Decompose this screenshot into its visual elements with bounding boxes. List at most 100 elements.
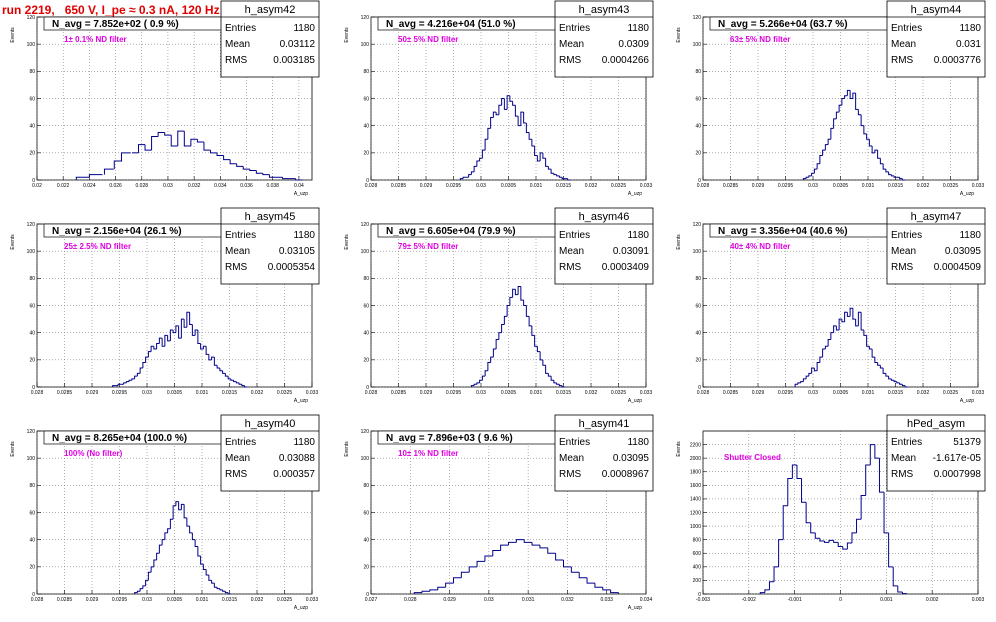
stats-entries: 1180: [959, 23, 981, 34]
y-tick-label: 60: [695, 303, 701, 309]
y-axis-label: Events: [676, 441, 682, 457]
histogram-bin: [262, 173, 270, 176]
histogram-bin: [120, 152, 131, 161]
histogram-bin: [211, 356, 215, 360]
stats-key: Entries: [225, 23, 256, 34]
histogram-bin: [558, 384, 563, 387]
histogram-bin: [506, 95, 510, 110]
x-tick-label: 0.0325: [943, 390, 959, 396]
histogram-bin: [852, 92, 856, 99]
y-tick-label: 40: [363, 123, 369, 129]
stats-key: Mean: [891, 39, 916, 50]
x-tick-label: 0.034: [640, 597, 653, 603]
histogram-bin: [594, 583, 603, 588]
histogram-bin: [602, 587, 611, 591]
histogram-bin: [136, 590, 141, 593]
histogram-bin: [835, 111, 840, 119]
x-tick-label: 0.032: [251, 597, 264, 603]
filter-note: 1± 0.1% ND filter: [64, 35, 127, 44]
histogram-bin: [528, 132, 532, 140]
x-tick-label: 0.0315: [556, 183, 572, 189]
x-tick-label: 0.028: [365, 183, 378, 189]
histogram-bin: [550, 169, 554, 174]
histogram-bin: [578, 572, 588, 579]
histogram-bin: [476, 560, 485, 567]
histogram-bin: [856, 518, 862, 533]
histogram-bin: [167, 528, 171, 533]
histogram-bin: [481, 149, 486, 159]
histogram-bin: [811, 172, 815, 176]
stats-mean: 0.03095: [945, 246, 982, 257]
x-tick-label: 0.028: [31, 390, 44, 396]
y-tick-label: 100: [361, 42, 370, 48]
histogram-bin: [879, 158, 884, 165]
histogram-bin: [147, 351, 152, 358]
histogram-bin: [216, 365, 220, 369]
x-tick-label: 0.026: [109, 183, 122, 189]
x-tick-label: 0.028: [365, 390, 378, 396]
histogram-bin: [531, 542, 540, 546]
histogram-bin: [830, 332, 834, 340]
x-tick-label: 0.0305: [501, 183, 517, 189]
x-tick-label: 0.03: [476, 390, 486, 396]
x-tick-label: 0.03: [476, 183, 486, 189]
histogram-bin: [503, 315, 508, 325]
histogram-bin: [855, 319, 859, 327]
histogram-bin: [180, 318, 185, 339]
histogram-bin: [553, 380, 557, 384]
y-tick-label: 100: [693, 249, 702, 255]
histogram-bin: [561, 177, 565, 180]
histogram-svg: 0.028 0.0285 0.029 0.0295 0.03 0.0305 0.031 0.0…: [676, 207, 986, 404]
histogram-bin: [866, 133, 870, 140]
x-tick-label: 0.04: [294, 183, 304, 189]
histogram-bin: [555, 553, 564, 561]
x-tick-label: 0.002: [926, 597, 939, 603]
stats-key: Mean: [225, 453, 250, 464]
x-tick-label: 0.0305: [167, 597, 183, 603]
x-tick-label: 0.03: [808, 183, 818, 189]
x-tick-label: 0.031: [862, 183, 875, 189]
histogram-bin: [811, 367, 815, 374]
y-tick-label: 80: [29, 69, 35, 75]
histogram-bin: [534, 146, 538, 157]
histogram-bin: [167, 335, 171, 342]
y-tick-label: 120: [361, 222, 370, 228]
histogram-bin: [888, 532, 894, 568]
histogram-bin: [145, 579, 149, 586]
histogram-bin: [147, 571, 152, 581]
x-tick-label: -0.003: [696, 597, 710, 603]
histogram-bin: [202, 345, 207, 349]
histogram-bin: [492, 348, 497, 358]
histogram-bin: [515, 539, 525, 543]
histogram-bin: [556, 382, 560, 385]
x-axis-label: A_uzp: [294, 191, 308, 197]
stats-box: [554, 414, 654, 492]
histogram-name: h_asym43: [579, 4, 630, 16]
y-tick-label: 20: [363, 358, 369, 364]
stats-mean: 0.03095: [613, 453, 650, 464]
stats-rms: 0.000357: [273, 469, 315, 480]
y-tick-label: 100: [361, 456, 370, 462]
y-tick-label: 20: [695, 151, 701, 157]
histogram-bin: [814, 532, 820, 539]
histogram-bin: [534, 335, 538, 347]
filter-note: 40± 4% ND filter: [730, 242, 790, 251]
y-tick-label: 40: [363, 330, 369, 336]
histogram-bin: [150, 345, 154, 352]
histogram-bin: [773, 566, 779, 582]
histogram-bin: [517, 116, 521, 127]
histogram-name: h_asym41: [579, 418, 630, 430]
histogram-bin: [901, 591, 907, 595]
y-tick-label: 2000: [690, 456, 701, 462]
histogram-bin: [490, 356, 494, 363]
stats-key: Entries: [891, 230, 922, 241]
histogram-bin: [125, 381, 130, 383]
y-tick-label: 400: [693, 565, 702, 571]
x-tick-label: 0.028: [136, 183, 149, 189]
y-tick-label: 60: [363, 303, 369, 309]
n-avg-text: N_avg = 7.852e+02 ( 0.9 %): [52, 19, 179, 30]
stats-key: Mean: [559, 39, 584, 50]
histogram-bin: [506, 305, 510, 317]
histogram-bin: [151, 136, 159, 151]
histogram-bin: [794, 383, 798, 387]
